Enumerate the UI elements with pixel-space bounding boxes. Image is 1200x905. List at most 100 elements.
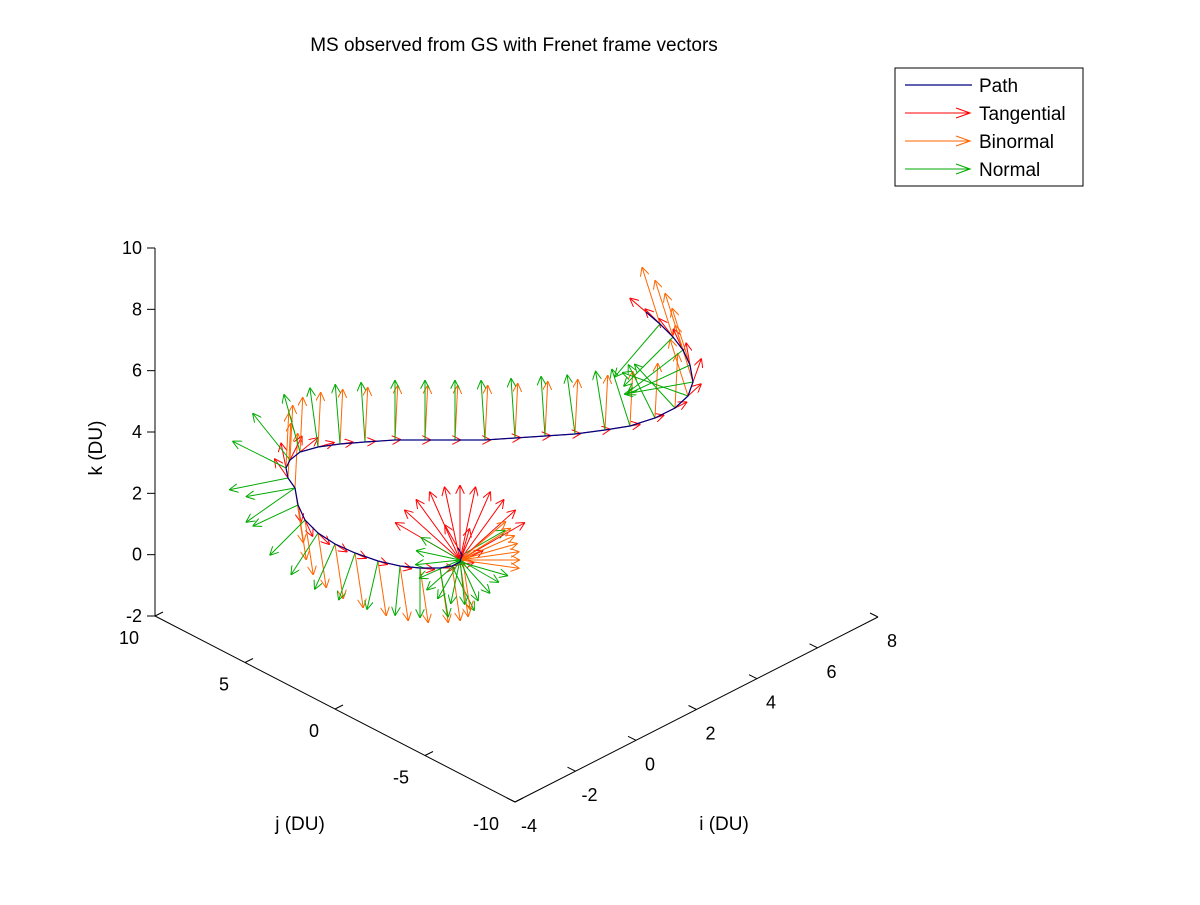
normal-arrow [314, 543, 336, 590]
ticks: -2 0 2 4 6 8 10 -10 -5 0 5 10 -4 -2 0 2 4 6 8 [119, 238, 897, 836]
tangential-arrow [459, 487, 476, 561]
i-tick-label: -4 [521, 816, 537, 836]
binormal-arrow [365, 387, 368, 443]
chart-title: MS observed from GS with Frenet frame ve… [310, 35, 718, 56]
legend-tangential-arrowhead [955, 107, 972, 119]
j-tick-mark [334, 704, 344, 710]
binormal-arrow [515, 383, 518, 439]
legend-binormal-label: Binormal [979, 132, 1054, 153]
normal-arrow [612, 369, 631, 427]
binormal-arrow [451, 565, 460, 621]
normal-arrow [421, 538, 461, 561]
normal-arrow [232, 441, 287, 469]
normal-arrow [596, 371, 606, 431]
normal-arrow [511, 378, 515, 439]
legend-binormal-arrowhead [955, 135, 972, 147]
normal-arrow [253, 413, 291, 461]
normal-arrow [229, 477, 289, 490]
binormal-arrow [485, 385, 488, 441]
i-tick-mark [748, 674, 758, 680]
i-axis-label: i (DU) [699, 814, 749, 835]
normal-arrow [270, 519, 306, 555]
k-axis-label: k (DU) [86, 421, 107, 476]
binormal-arrow [459, 536, 515, 561]
j-tick-label: 0 [309, 721, 319, 741]
binormal-arrow [286, 413, 289, 469]
axes [154, 248, 879, 803]
binormal-arrow [575, 379, 578, 435]
i-tick-mark [809, 643, 818, 649]
binormal-arrow [377, 560, 386, 616]
plot-area [229, 267, 701, 623]
binormal-arrow [340, 389, 343, 445]
normal-arrow [459, 559, 490, 593]
k-tick-label: 0 [132, 545, 142, 565]
j-tick-mark [424, 751, 434, 756]
binormal-arrow [545, 381, 548, 437]
legend-normal-label: Normal [979, 160, 1040, 181]
normal-arrow [246, 487, 296, 522]
i-tick-label: 8 [887, 631, 897, 651]
normal-arrow [361, 382, 365, 443]
binormal-arrow [672, 308, 691, 366]
binormal-arrow [459, 528, 511, 561]
binormal-arrow [290, 405, 293, 461]
normal-arrow [459, 559, 499, 583]
tangential-arrow [416, 499, 461, 561]
path-curve [285, 311, 694, 489]
k-tick-label: 4 [132, 422, 142, 442]
legend-normal-arrowhead [955, 163, 972, 175]
normal-arrow [614, 323, 661, 377]
binormal-arrow [459, 552, 519, 561]
k-tick-label: 8 [132, 299, 142, 319]
normal-arrow [460, 559, 465, 605]
binormal-arrow [297, 504, 306, 560]
binormal-arrow [670, 339, 689, 397]
i-tick-label: -2 [581, 785, 597, 805]
binormal-arrow [655, 363, 658, 419]
normal-arrow [291, 532, 319, 575]
normal-arrow [416, 551, 461, 561]
tangential-arrow [444, 487, 461, 561]
tangential-arrow [429, 491, 461, 561]
i-tick-mark [506, 797, 516, 803]
legend: Path Tangential Binormal Normal [894, 67, 1084, 187]
path-curve-lower [294, 487, 463, 569]
tangential-arrow [459, 499, 504, 561]
normal-arrow [634, 364, 676, 409]
k-tick-label: 6 [132, 361, 142, 381]
k-tick-label: 10 [122, 238, 142, 258]
binormal-arrow [354, 552, 363, 608]
binormal-arrow [318, 392, 321, 448]
i-tick-label: 6 [826, 662, 836, 682]
normal-arrow [481, 380, 485, 441]
legend-box [894, 67, 1084, 187]
binormal-arrow [642, 267, 661, 325]
k-tick-label: 2 [132, 483, 142, 503]
j-tick-label: 5 [219, 675, 229, 695]
i-tick-mark [869, 612, 879, 618]
normal-arrow [567, 375, 576, 435]
j-tick-mark [244, 658, 254, 663]
binormal-arrow [317, 532, 326, 588]
i-tick-mark [567, 766, 576, 772]
normal-arrow [419, 559, 461, 578]
normal-arrow [253, 504, 299, 526]
normal-arrow [284, 394, 301, 453]
i-tick-label: 0 [645, 754, 655, 774]
i-tick-label: 4 [766, 693, 776, 713]
normal-arrow [339, 552, 356, 600]
tangential-arrow [459, 491, 491, 561]
binormal-arrow [665, 293, 684, 351]
normal-arrow [438, 559, 461, 599]
j-tick-mark [514, 797, 524, 803]
legend-tangential-label: Tangential [979, 104, 1066, 125]
tangential-arrow [404, 510, 461, 561]
i-tick-mark [627, 735, 637, 741]
binormal-arrow [399, 565, 408, 621]
k-tick-label: -2 [126, 606, 142, 626]
normal-arrow [367, 560, 379, 610]
normal-arrow [628, 349, 684, 393]
